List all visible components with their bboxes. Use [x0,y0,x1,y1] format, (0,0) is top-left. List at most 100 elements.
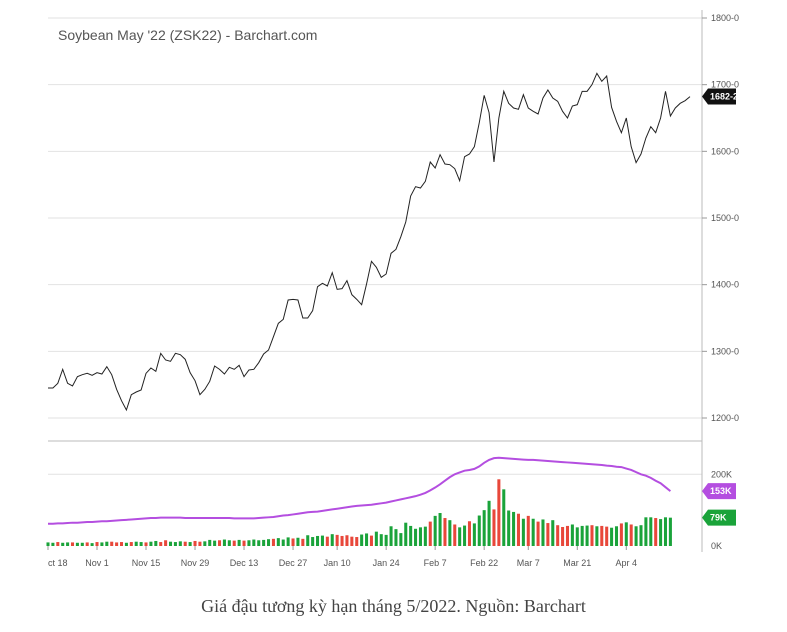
volume-bar [276,538,280,546]
volume-bar [247,540,251,546]
volume-bar [325,536,329,546]
volume-bar [227,540,231,546]
volume-bar [629,524,633,546]
volume-bar [203,541,207,546]
volume-bar [345,535,349,546]
volume-bar [173,542,177,546]
volume-bar [360,534,364,546]
volume-bar [502,489,506,546]
volume-bar [448,520,452,546]
volume-bar [183,541,187,546]
volume-bar [159,542,163,546]
last-price-badge: 1682-2 [702,88,738,105]
volume-bar [291,538,295,546]
price-tick-label: 1300-0 [711,346,739,356]
date-tick-label: ct 18 [48,558,68,568]
volume-bar [232,540,236,546]
price-tick-label: 1800-0 [711,13,739,23]
volume-bar [222,539,226,546]
volume-axis-ticks: 0K 200K [711,469,732,551]
volume-bar [634,526,638,546]
chart-background [0,0,787,580]
volume-bar [330,534,334,546]
volume-bar [418,527,422,546]
date-tick-label: Nov 29 [181,558,210,568]
volume-bar [178,541,182,546]
volume-bar [585,525,589,546]
volume-bar [477,515,481,546]
date-tick-label: Dec 13 [230,558,259,568]
volume-bar [546,523,550,546]
volume-bar [458,527,462,546]
volume-bar [399,533,403,546]
volume-bar [624,522,628,546]
volume-bar [487,500,491,546]
volume-bar [85,542,89,546]
volume-bar [639,525,643,546]
volume-bar [605,526,609,546]
volume-bar [463,525,467,546]
axis-badges: 1682-2 153K 79K [702,88,738,526]
date-tick-label: Apr 4 [616,558,638,568]
volume-bar [482,510,486,546]
date-tick-label: Mar 21 [563,558,591,568]
volume-bar [208,539,212,546]
volume-bar [267,539,271,546]
figure-caption: Giá đậu tương kỳ hạn tháng 5/2022. Nguồn… [201,596,586,616]
volume-bar [129,542,133,546]
date-tick-label: Feb 7 [424,558,447,568]
volume-bar [580,525,584,546]
volume-bar [198,541,202,546]
volume-bar [649,517,653,546]
volume-bar [95,542,99,546]
volume-bar [188,542,192,546]
date-tick-label: Mar 7 [517,558,540,568]
volume-bar [379,534,383,546]
volume-bar [168,541,173,546]
volume-bar [521,518,525,546]
volume-bar [271,538,275,546]
volume-bar [320,535,324,546]
volume-average-badge-label: 153K [710,486,732,496]
volume-bar [355,537,359,546]
volume-bar [531,518,535,546]
date-axis-ticks: ct 18 Nov 1 Nov 15 Nov 29 Dec 13 Dec 27 Jan 10… [47,546,638,568]
volume-bar [134,541,138,546]
volume-bar [56,542,60,546]
volume-bar [565,525,570,546]
volume-bar [541,519,545,546]
volume-tick-label: 200K [711,469,732,479]
volume-bar [262,539,266,546]
volume-bar [316,535,320,546]
volume-bar [600,525,604,546]
volume-bar [644,517,648,546]
volume-bar [472,523,476,546]
volume-bar [394,529,398,546]
volume-bar [595,526,599,546]
volume-bar [619,523,623,546]
volume-bar [335,534,339,546]
date-tick-label: Nov 1 [85,558,109,568]
volume-bar [668,517,672,546]
volume-bar [610,527,614,546]
volume-bar [90,543,94,546]
volume-bar [139,542,143,546]
volume-bar [350,536,354,546]
volume-bar [428,521,432,546]
volume-bar [453,524,457,546]
volume-bar [296,537,300,546]
volume-bar [409,525,413,546]
last-volume-badge-label: 79K [710,513,727,523]
volume-bar [100,542,104,546]
price-tick-label: 1200-0 [711,413,739,423]
last-price-badge-shape [702,88,736,105]
volume-bar [75,542,79,546]
volume-bar [80,542,84,546]
volume-bar [492,509,496,546]
volume-bar [213,540,217,546]
chart-title: Soybean May '22 (ZSK22) - Barchart.com [58,27,317,43]
volume-bar [467,521,471,546]
volume-bar [149,541,153,546]
volume-bar [144,542,148,546]
volume-bar [414,528,418,546]
